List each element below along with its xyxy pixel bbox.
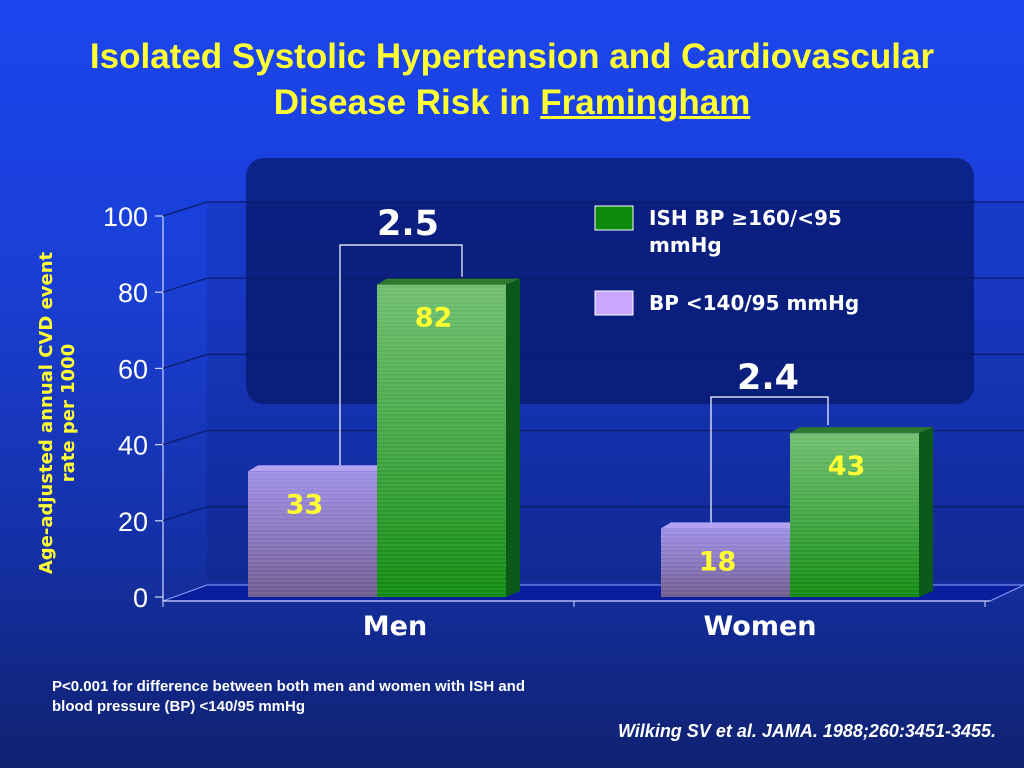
- y-tick-label: 100: [103, 202, 148, 232]
- bar-top: [661, 522, 804, 529]
- y-axis-title: Age-adjusted annual CVD eventrate per 10…: [36, 251, 79, 574]
- gridline: [162, 277, 1024, 293]
- data-label: 18: [699, 546, 737, 577]
- data-label: 82: [415, 303, 453, 334]
- ratio-bracket: [710, 396, 829, 523]
- bar-texture: [248, 471, 377, 597]
- bar-top: [790, 427, 933, 434]
- y-tick-label: 60: [118, 354, 148, 384]
- gridline: [162, 201, 1024, 217]
- bar-texture: [790, 433, 919, 597]
- title-line-1: Isolated Systolic Hypertension and Cardi…: [89, 37, 935, 76]
- bar-texture: [661, 528, 790, 597]
- citation: Wilking SV et al. JAMA. 1988;260:3451-34…: [617, 721, 996, 741]
- bar-texture: [377, 284, 506, 597]
- y-axis-title-line: rate per 1000: [58, 344, 79, 482]
- gridline: [162, 506, 1024, 522]
- data-label: 33: [286, 489, 324, 520]
- footnote-line-2: blood pressure (BP) <140/95 mmHg: [52, 698, 305, 715]
- y-axis-title-line: Age-adjusted annual CVD event: [36, 251, 57, 574]
- gridline: [162, 430, 1024, 446]
- gridline: [162, 353, 1024, 369]
- legend-label-line: ISH BP ≥160/<95: [649, 206, 842, 230]
- x-tick-label: Men: [363, 611, 427, 642]
- slide-title: Isolated Systolic Hypertension and Cardi…: [0, 34, 1024, 126]
- legend-label: BP <140/95 mmHg: [649, 291, 859, 315]
- legend-swatch: [594, 205, 634, 231]
- y-tick-label: 0: [133, 583, 148, 613]
- bar-side: [506, 278, 520, 597]
- ratio-label: 2.4: [737, 358, 799, 398]
- legend-label-line: BP <140/95 mmHg: [649, 291, 859, 315]
- ratio-label: 2.5: [377, 204, 439, 244]
- x-tick-label: Women: [703, 611, 816, 642]
- data-label: 43: [828, 451, 866, 482]
- legend-label: ISH BP ≥160/<95 mmHg: [649, 206, 842, 257]
- footnote: P<0.001 for difference between both men …: [52, 677, 752, 717]
- y-tick-label: 80: [118, 278, 148, 308]
- ratio-bracket: [339, 244, 463, 466]
- bar-side: [919, 427, 933, 597]
- title-line-2-prefix: Disease Risk in: [273, 83, 541, 122]
- legend-swatch: [594, 290, 634, 316]
- legend-label-line: mmHg: [649, 233, 722, 257]
- bar-top: [377, 278, 520, 285]
- y-tick-label: 20: [118, 507, 148, 537]
- footnote-line-1: P<0.001 for difference between both men …: [52, 678, 526, 695]
- y-tick-label: 40: [118, 431, 148, 461]
- title-link-framingham[interactable]: Framingham: [540, 83, 751, 122]
- bar-top: [248, 465, 391, 472]
